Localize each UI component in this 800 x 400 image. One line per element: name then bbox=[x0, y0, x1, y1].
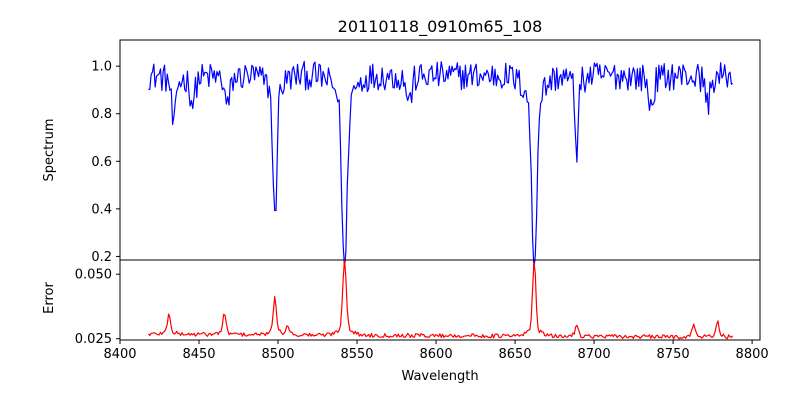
error-axes-frame bbox=[119, 259, 761, 341]
error-series-line bbox=[147, 258, 734, 340]
x-tick-label: 8500 bbox=[261, 347, 294, 362]
chart-title: 20110118_0910m65_108 bbox=[338, 17, 543, 37]
x-tick-label: 8750 bbox=[657, 347, 690, 362]
spectrum-series-line bbox=[148, 60, 734, 270]
x-tick-label: 8550 bbox=[340, 347, 373, 362]
spectrum-y-tick-label: 0.2 bbox=[91, 250, 112, 265]
y-axis-label-error: Error bbox=[42, 282, 57, 314]
error-y-tick-label: 0.025 bbox=[75, 332, 112, 347]
spectrum-y-tick-label: 0.4 bbox=[91, 202, 112, 217]
x-tick-label: 8650 bbox=[499, 347, 532, 362]
spectrum-panel: 0.2 0.4 0.6 0.8 1.0 bbox=[91, 39, 761, 270]
x-tick-label: 8400 bbox=[103, 347, 136, 362]
spectrum-y-tick-label: 1.0 bbox=[91, 60, 112, 75]
x-tick-label: 8800 bbox=[736, 347, 769, 362]
spectrum-y-tick-label: 0.8 bbox=[91, 107, 112, 122]
error-panel: 0.025 0.050 8400 8450 8500 8550 8600 8650 8700 87… bbox=[75, 258, 769, 362]
y-axis-label-spectrum: Spectrum bbox=[42, 119, 57, 182]
x-tick-label: 8700 bbox=[578, 347, 611, 362]
spectrum-y-tick-label: 0.6 bbox=[91, 155, 112, 170]
x-axis-label: Wavelength bbox=[401, 369, 478, 384]
x-tick-label: 8450 bbox=[182, 347, 215, 362]
error-y-tick-label: 0.050 bbox=[75, 268, 112, 283]
x-tick-label: 8600 bbox=[420, 347, 453, 362]
